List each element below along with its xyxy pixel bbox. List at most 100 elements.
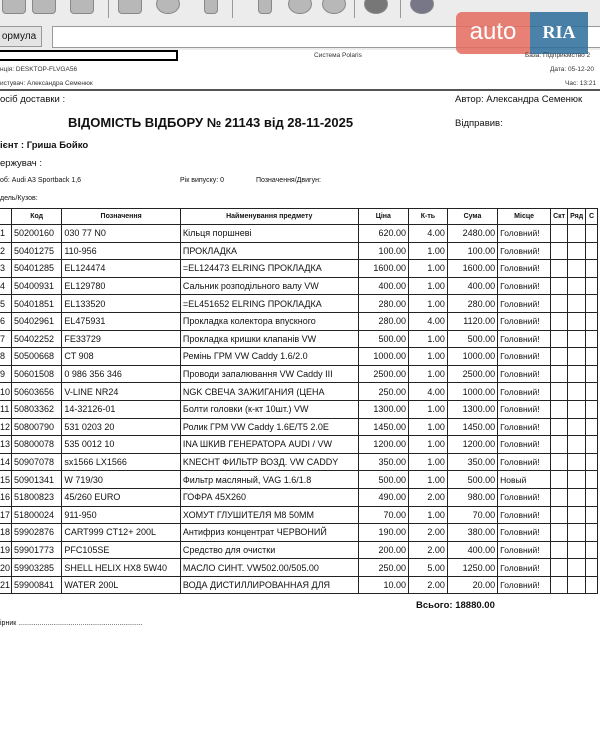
table-row[interactable]: 12 50800790 531 0203 20 Ролик ГРМ VW Caddy … [0, 417, 598, 437]
table-row[interactable]: 13 50800078 535 0012 10 INA ШКИВ ГЕНЕРАТОРА… [0, 435, 598, 454]
table-row[interactable]: 5 50401851 EL133520 =EL451652 ELRING ПРОКЛА… [0, 294, 598, 313]
column-header: Ряд [567, 208, 587, 225]
table-cell: ПРОКЛАДКА [179, 241, 359, 261]
wrench-icon[interactable] [204, 0, 218, 14]
separator [108, 0, 109, 18]
table-cell: 2.00 [407, 540, 448, 560]
table-cell: Головний! [497, 276, 552, 296]
table-cell: 535 0012 10 [61, 435, 181, 454]
client: ієнт : Гриша Бойко [0, 140, 89, 151]
table-cell: Головний! [497, 224, 552, 243]
table-row[interactable]: 21 59900841 WATER 200L ВОДА ДИСТИЛЛИРОВАННА… [0, 575, 598, 595]
formula-button[interactable]: ормула [0, 26, 42, 47]
table-row[interactable]: 8 50500668 CT 908 Ремінь ГРМ VW Caddy 1.6/2… [0, 347, 598, 366]
table-row[interactable]: 11 50803362 14-32126-01 Болти головки (к-кт… [0, 399, 598, 419]
table-cell: 1600.00 [357, 259, 409, 278]
table-row[interactable]: 14 50907078 sx1566 LX1566 KNECHT ФИЛЬТР ВОЗ… [0, 452, 598, 472]
table-cell: 250.00 [357, 382, 409, 401]
document-icon[interactable] [2, 0, 26, 14]
back-icon[interactable] [364, 0, 388, 14]
zoom-icon[interactable] [288, 0, 312, 14]
user: истувач: Александра Семенюк [0, 80, 93, 87]
table-cell: 1.00 [407, 417, 448, 437]
column-header [0, 208, 13, 225]
table-row[interactable]: 19 59901773 PFC105SE Средство для очистки 20… [0, 540, 598, 560]
column-header: Місце [497, 208, 552, 225]
table-cell: Головний! [497, 435, 552, 454]
table-cell [585, 505, 598, 525]
author: Автор: Александра Семенюк [455, 94, 583, 105]
table-cell: 50800790 [11, 417, 63, 437]
table-row[interactable]: 18 59902876 CART999 CT12+ 200L Антифриз кон… [0, 523, 598, 542]
table-row[interactable]: 4 50400931 EL129780 Сальник розподільного в… [0, 276, 598, 296]
table-row[interactable]: 15 50901341 W 719/30 Фильтр масляный, VAG 1… [0, 470, 598, 489]
table-row[interactable]: 1 50200160 030 77 N0 Кільця поршневі 620.00 4… [0, 224, 598, 243]
table-cell: ВОДА ДИСТИЛЛИРОВАННАЯ ДЛЯ [179, 575, 359, 595]
table-cell: 1000.00 [357, 347, 409, 366]
table-cell [567, 329, 587, 349]
grid-icon[interactable] [70, 0, 94, 14]
table-cell: 50907078 [11, 452, 63, 472]
table-cell [567, 575, 587, 595]
table-cell: 1250.00 [446, 558, 499, 577]
toolbar [0, 0, 600, 22]
table-cell: 1.00 [407, 505, 448, 525]
table-row[interactable]: 2 50401275 110-956 ПРОКЛАДКА 100.00 1.00 100.0… [0, 241, 598, 261]
table-row[interactable]: 3 50401285 EL124474 =EL124473 ELRING ПРОКЛА… [0, 259, 598, 278]
table-cell: 13 [0, 435, 13, 454]
table-cell: 350.00 [357, 452, 409, 472]
table-cell [550, 435, 569, 454]
table-cell: 70.00 [446, 505, 499, 525]
table-cell: 2.00 [407, 575, 448, 595]
grid-icon[interactable] [32, 0, 56, 14]
table-cell: Сальник розподільного валу VW [179, 276, 359, 296]
sent-by: Відправив: [455, 118, 503, 129]
table-cell: Головний! [497, 452, 552, 472]
table-cell: 50401851 [11, 294, 63, 313]
delivery-method: осіб доставки : [0, 94, 66, 105]
table-cell [550, 329, 569, 349]
table-cell [567, 523, 587, 542]
table-row[interactable]: 9 50601508 0 986 356 346 Проводи запалюванн… [0, 364, 598, 384]
table-cell [550, 364, 569, 384]
system-name: Система Polaris [314, 52, 362, 59]
table-row[interactable]: 16 51800823 45/260 EURO ГОФРА 45X260 490.00 2… [0, 487, 598, 507]
table-row[interactable]: 10 50603656 V-LINE NR24 NGK СВЕЧА ЗАЖИГАНИЯ… [0, 382, 598, 401]
table-cell: EL475931 [61, 311, 181, 331]
table-cell: 8 [0, 347, 13, 366]
table-cell: 1.00 [407, 452, 448, 472]
table-cell [550, 294, 569, 313]
forward-icon[interactable] [410, 0, 434, 14]
table-cell: 1.00 [407, 399, 448, 419]
printer-icon[interactable] [118, 0, 142, 14]
table-cell [585, 558, 598, 577]
table-cell: 51800024 [11, 505, 63, 525]
print-time: Час: 13:21 [565, 80, 597, 87]
header-box [0, 50, 178, 61]
table-row[interactable]: 6 50402961 EL475931 Прокладка колектора впу… [0, 311, 598, 331]
table-cell: Головний! [497, 487, 552, 507]
table-cell [567, 364, 587, 384]
table-cell: CART999 CT12+ 200L [61, 523, 181, 542]
table-row[interactable]: 7 50402252 FE33729 Прокладка кришки клапані… [0, 329, 598, 349]
table-cell: 2.00 [407, 523, 448, 542]
table-cell: 59901773 [11, 540, 63, 560]
table-cell: 911-950 [61, 505, 181, 525]
table-cell: Кільця поршневі [179, 224, 359, 243]
table-cell: =EL451652 ELRING ПРОКЛАДКА [179, 294, 359, 313]
table-cell [550, 311, 569, 331]
table-row[interactable]: 17 51800024 911-950 ХОМУТ ГЛУШИТЕЛЯ M8 50MM… [0, 505, 598, 525]
table-row[interactable]: 20 59903285 SHELL HELIX HX8 5W40 МАСЛО СИНТ… [0, 558, 598, 577]
table-cell: INA ШКИВ ГЕНЕРАТОРА AUDI / VW [179, 435, 359, 454]
table-cell: 100.00 [446, 241, 499, 261]
table-cell: Прокладка колектора впускного [179, 311, 359, 331]
gear-icon[interactable] [156, 0, 180, 14]
table-cell: 11 [0, 399, 13, 419]
magnifier-icon[interactable] [322, 0, 346, 14]
table-header: Код Позначення Найменування предмету Ціна К-… [0, 208, 598, 225]
table-cell: 3 [0, 259, 13, 278]
table-cell: 2.00 [407, 487, 448, 507]
column-header: Ціна [357, 208, 409, 225]
zoom-out-icon[interactable] [258, 0, 272, 14]
year: Рік випуску: 0 [180, 177, 224, 184]
